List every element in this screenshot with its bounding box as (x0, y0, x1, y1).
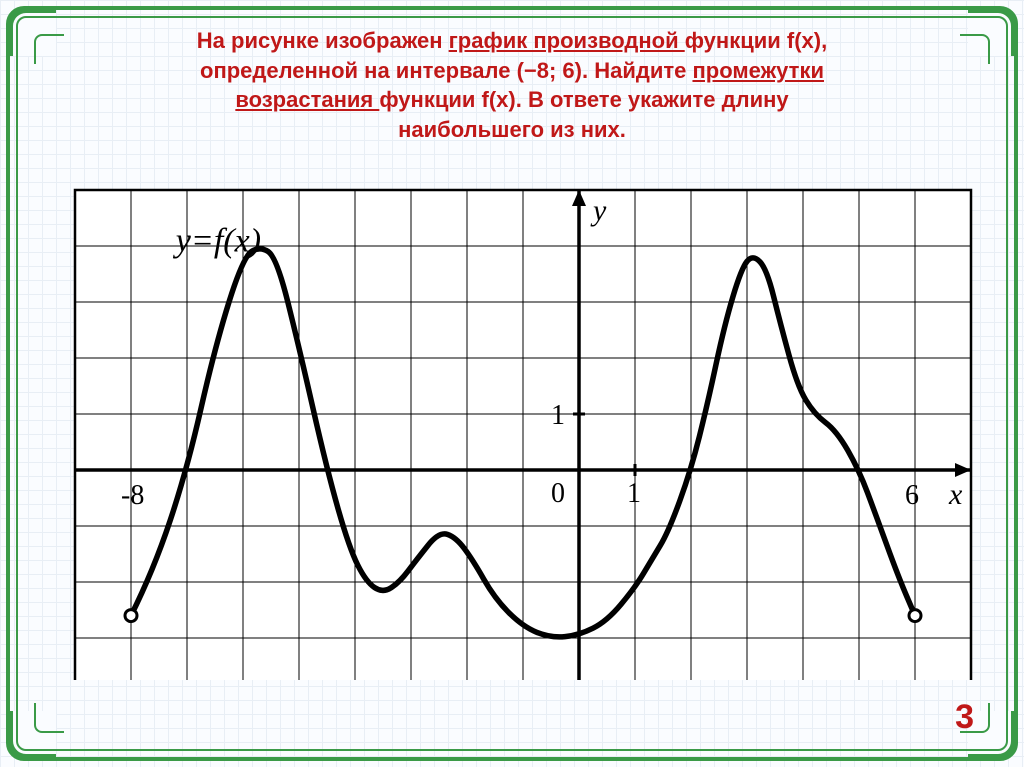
svg-text:y: y (590, 194, 607, 227)
title-text: график производной (449, 28, 685, 53)
title-text: функции f(x). В ответе укажите длину (379, 87, 788, 112)
title-text: определенной на интервале (−8; 6). Найди… (200, 58, 692, 83)
title-text: промежутки (692, 58, 824, 83)
title-text: функции f(x), (685, 28, 828, 53)
svg-text:1: 1 (627, 478, 641, 509)
answer-value: 3 (955, 698, 974, 737)
svg-text:x: x (948, 478, 963, 511)
svg-text:6: 6 (905, 480, 919, 511)
svg-text:-8: -8 (121, 480, 144, 511)
title-text: возрастания (235, 87, 379, 112)
derivative-chart: y=f(x) y x 0 1 1 -8 6 (44, 170, 980, 680)
svg-text:1: 1 (551, 400, 565, 431)
title-text: наибольшего из них. (398, 117, 626, 142)
problem-title: На рисунке изображен график производной … (80, 26, 944, 145)
svg-text:0: 0 (551, 478, 565, 509)
title-text: На рисунке изображен (197, 28, 449, 53)
svg-text:y=f(x): y=f(x) (173, 223, 261, 260)
chart-svg: y=f(x) y x 0 1 1 -8 6 (44, 170, 980, 680)
